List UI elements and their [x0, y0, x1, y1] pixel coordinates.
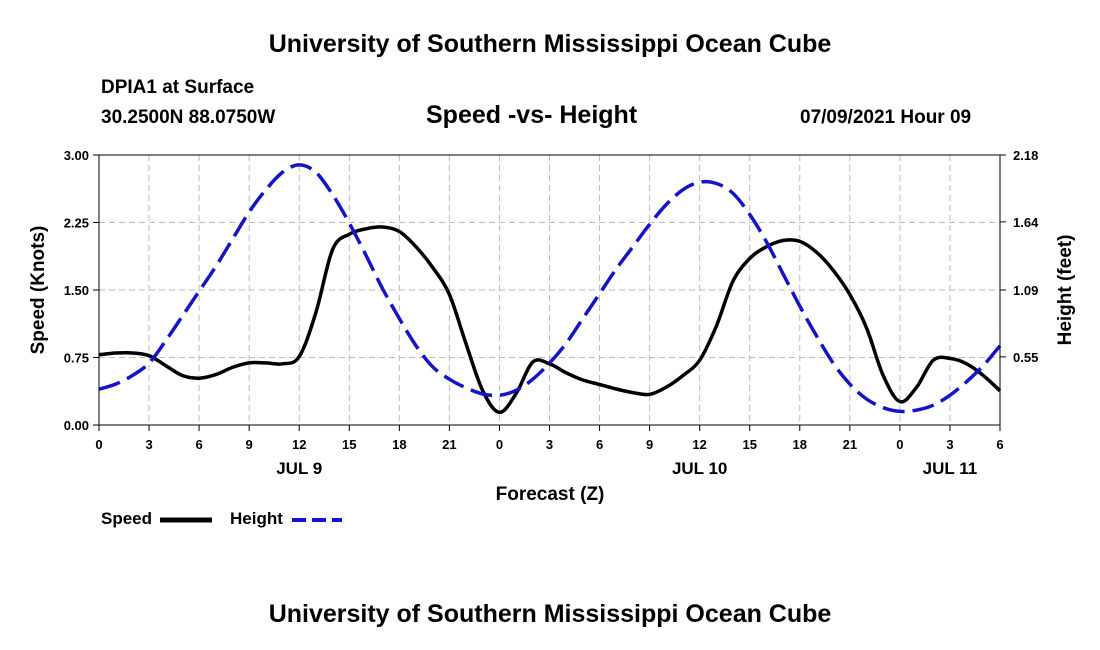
x-tick-label: 0	[896, 437, 903, 452]
y2-tick-label: 1.64	[1013, 215, 1039, 230]
grid	[99, 155, 1000, 425]
x-tick-label: 21	[843, 437, 857, 452]
y2-axis-label: Height (feet)	[1055, 235, 1076, 346]
x-tick-label: 0	[95, 437, 102, 452]
bottom-title: University of Southern Mississippi Ocean…	[268, 600, 832, 628]
legend-height-label: Height	[230, 509, 283, 528]
station-name: DPIA1 at Surface	[101, 77, 255, 98]
y-tick-label: 2.25	[64, 216, 89, 231]
y-tick-label: 1.50	[64, 283, 89, 298]
x-tick-label: 3	[546, 437, 553, 452]
axes: 0 3 6 9 12 15 18 21 0 3 6 9 12 15 18 21 0 3 6 JUL 9 JUL 10 JU…	[64, 148, 1039, 478]
day-label: JUL 11	[923, 459, 978, 478]
x-tick-label: 3	[145, 437, 152, 452]
x-tick-label: 9	[646, 437, 653, 452]
x-tick-label: 9	[246, 437, 253, 452]
y-tick-label: 3.00	[64, 148, 89, 163]
x-tick-label: 18	[793, 437, 807, 452]
chart-subtitle: Speed -vs- Height	[426, 101, 638, 129]
x-tick-label: 15	[342, 437, 356, 452]
x-tick-label: 15	[742, 437, 756, 452]
top-title: University of Southern Mississippi Ocean…	[268, 30, 832, 58]
series-layer	[98, 163, 1002, 415]
x-tick-label: 3	[946, 437, 953, 452]
y-tick-label: 0.75	[64, 351, 89, 366]
x-tick-label: 18	[392, 437, 406, 452]
day-label: JUL 10	[672, 459, 727, 478]
x-tick-label: 21	[442, 437, 456, 452]
x-tick-label: 6	[195, 437, 202, 452]
x-tick-label: 6	[596, 437, 603, 452]
forecast-datetime: 07/09/2021 Hour 09	[800, 107, 972, 128]
y-axis-label: Speed (Knots)	[28, 226, 49, 355]
x-tick-label: 12	[292, 437, 306, 452]
day-label: JUL 9	[276, 459, 322, 478]
series-height-line	[98, 163, 1002, 414]
y2-tick-label: 2.18	[1013, 148, 1038, 163]
y2-tick-label: 1.09	[1013, 283, 1038, 298]
x-tick-label: 12	[692, 437, 706, 452]
y-tick-label: 0.00	[64, 418, 89, 433]
station-coordinates: 30.2500N 88.0750W	[101, 107, 276, 128]
legend-speed-label: Speed	[101, 509, 153, 528]
series-speed-line	[98, 225, 1002, 415]
y2-tick-label: 0.55	[1013, 350, 1038, 365]
x-axis-label: Forecast (Z)	[496, 484, 605, 505]
x-tick-label: 6	[996, 437, 1003, 452]
x-tick-label: 0	[496, 437, 503, 452]
